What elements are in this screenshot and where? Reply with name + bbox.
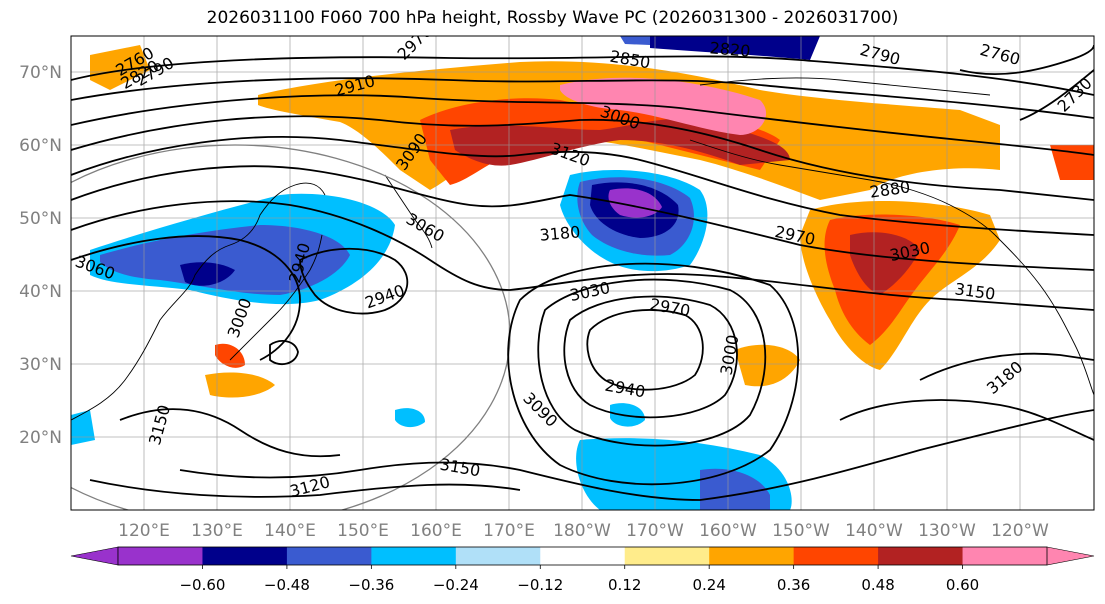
lon-tick-label: 150°W [772,521,830,541]
colorbar-tick-label: 0.48 [861,576,894,594]
contour-line [586,309,704,391]
colorbar-segment [709,547,795,565]
colorbar-segment [793,547,879,565]
contour-line [839,399,1094,441]
contour-line [507,262,800,486]
alaska-coast [689,139,996,236]
colorbar-labels: −0.60 −0.48 −0.36 −0.24 −0.12 0.12 0.24 0.36 0.4… [179,565,979,594]
contour-line [119,408,341,458]
colorbar-tick-label: 0.24 [692,576,725,594]
colorbar [70,546,1095,566]
colorbar-segment [286,547,372,565]
contour-line [959,44,1094,76]
contour-line [71,77,1094,119]
lat-tick-label: 50°N [19,209,62,229]
lat-tick-label: 70°N [19,63,62,83]
lat-tick-label: 20°N [19,428,62,448]
north-america-coast [994,234,1094,396]
colorbar-segment [202,547,288,565]
lon-tick-label: 160°E [410,521,462,541]
colorbar-tick-label: −0.36 [348,576,394,594]
colorbar-tick-label: 0.60 [946,576,979,594]
contour-line [71,94,1094,156]
colorbar-tick-label: 0.36 [777,576,810,594]
contour-line [1019,69,1094,121]
contour-line [563,295,738,419]
lon-tick-label: 140°E [264,521,316,541]
colorbar-tick-label: 0.12 [608,576,641,594]
asia-coast [71,182,326,421]
colorbar-segment [455,547,541,565]
lon-tick-label: 120°W [991,521,1049,541]
contour-line [919,352,1094,381]
colorbar-extend-max [1046,546,1095,566]
contour-line [71,165,1094,271]
height-contours [71,44,1094,501]
contour-label: 3180 [539,222,581,244]
contour-line [89,479,521,498]
colorbar-tick-label: −0.24 [433,576,479,594]
colorbar-segment [118,547,203,565]
contour-line [71,136,1094,236]
contour-line [537,278,767,447]
contour-line [269,340,299,366]
contour-label: 2820 [709,38,751,60]
lon-tick-label: 150°E [337,521,389,541]
anomaly-shading [71,36,1094,510]
longitude-tick-labels: 120°E 130°E 140°E 150°E 160°E 170°E 180°W 170°W… [118,521,1049,541]
lon-tick-label: 160°W [699,521,757,541]
contour-line [71,115,1094,201]
contour-line [179,409,1094,501]
colorbar-segment [371,547,457,565]
positive-anomaly-west [90,45,150,90]
japan-coast [229,234,323,361]
lon-tick-label: 120°E [118,521,170,541]
colorbar-tick-label: −0.12 [517,576,563,594]
colorbar-segment [962,547,1048,565]
colorbar-segment [624,547,710,565]
lon-tick-label: 130°W [918,521,976,541]
lon-tick-label: 170°W [626,521,684,541]
contour-line [299,247,409,315]
colorbar-extend-min [70,546,119,566]
arctic-coast [699,77,991,96]
lat-tick-label: 30°N [19,355,62,375]
contour-line [71,235,301,361]
lon-tick-label: 170°E [483,521,535,541]
lat-tick-label: 40°N [19,282,62,302]
colorbar-segment [540,547,626,565]
contour-line [71,200,1094,311]
map-frame [70,35,1095,511]
lon-tick-label: 140°W [845,521,903,541]
map-title: 2026031100 F060 700 hPa height, Rossby W… [206,8,899,28]
colorbar-tick-label: −0.60 [179,576,225,594]
lat-tick-label: 60°N [19,136,62,156]
lon-tick-label: 130°E [191,521,243,541]
colorbar-segment [878,547,964,565]
latitude-tick-labels: 70°N 60°N 50°N 40°N 30°N 20°N [19,63,62,448]
colorbar-tick-label: −0.48 [264,576,310,594]
lon-tick-label: 180°W [553,521,611,541]
contour-line [71,55,1094,96]
